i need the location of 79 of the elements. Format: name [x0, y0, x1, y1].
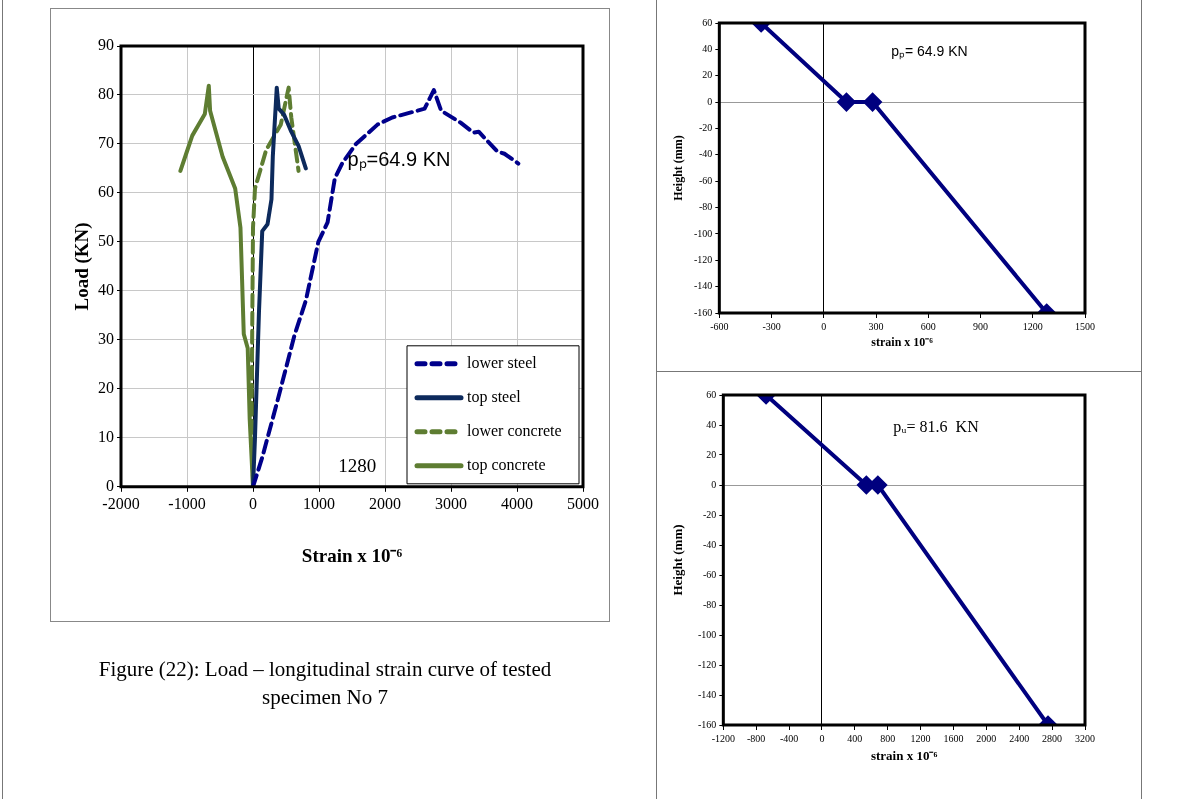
y-tick-label: -140	[697, 688, 717, 700]
x-axis-title: strain x 10⁻⁶	[871, 335, 934, 350]
x-tick-label: -1200	[711, 732, 735, 744]
point	[863, 93, 882, 112]
x-tick-label: 600	[920, 320, 936, 332]
y-tick-label: 10	[98, 428, 114, 446]
x-tick-label: 300	[868, 320, 884, 332]
annotation: pₚ= 64.9 KN	[891, 42, 968, 60]
y-tick-label: -40	[702, 538, 717, 550]
y-tick-label: 70	[98, 134, 114, 152]
x-tick-label: 4000	[501, 494, 533, 512]
y-tick-label: 90	[98, 36, 114, 54]
y-tick-label: -160	[693, 306, 713, 318]
y-tick-label: 0	[711, 478, 717, 490]
x-tick-label: -600	[710, 320, 729, 332]
x-axis-title: Strain x 10⁻⁶	[301, 544, 403, 566]
x-tick-label: 0	[821, 320, 827, 332]
y-tick-label: 60	[98, 183, 114, 201]
y-tick-label: 40	[98, 281, 114, 299]
x-tick-label: 3000	[435, 494, 467, 512]
y-tick-label: 20	[706, 448, 717, 460]
y-tick-label: -80	[702, 598, 717, 610]
x-tick-label: 2400	[1009, 732, 1030, 744]
y-tick-label: 20	[98, 379, 114, 397]
legend-label: top steel	[467, 388, 522, 406]
x-tick-label: 2000	[976, 732, 997, 744]
x-tick-label: 900	[973, 320, 989, 332]
y-tick-label: 60	[702, 16, 713, 28]
y-tick-label: -100	[697, 628, 717, 640]
point	[837, 93, 856, 112]
y-axis-title: Height (mm)	[670, 524, 686, 596]
x-tick-label: 0	[819, 732, 825, 744]
x-tick-label: 1600	[943, 732, 964, 744]
y-tick-label: -60	[702, 568, 717, 580]
x-tick-label: 1200	[1022, 320, 1043, 332]
x-tick-label: -1000	[168, 494, 206, 512]
y-tick-label: 50	[98, 232, 114, 250]
y-tick-label: -120	[697, 658, 717, 670]
x-tick-label: -300	[762, 320, 781, 332]
y-tick-label: -80	[698, 201, 713, 213]
x-tick-label: 800	[880, 732, 896, 744]
legend-label: lower steel	[467, 354, 538, 371]
y-tick-label: 0	[707, 95, 713, 107]
x-tick-label: 400	[847, 732, 863, 744]
y-tick-label: -160	[697, 718, 717, 730]
x-tick-label: 1500	[1075, 320, 1095, 332]
y-tick-label: -120	[693, 253, 713, 265]
y-tick-label: 20	[702, 69, 713, 81]
y-tick-label: -40	[698, 148, 713, 160]
x-tick-label: -2000	[102, 494, 140, 512]
y-axis-title: Load (KN)	[70, 222, 93, 311]
legend-label: lower concrete	[467, 422, 562, 439]
x-tick-label: 1000	[303, 494, 335, 512]
y-tick-label: -140	[693, 280, 713, 292]
annotation: pₚ=64.9 KN	[347, 148, 451, 172]
annotation: pᵤ= 81.6 KN	[893, 418, 980, 437]
y-tick-label: 60	[706, 388, 717, 400]
annotation: 1280	[338, 454, 377, 476]
y-tick-label: -100	[693, 227, 713, 239]
x-axis-title: strain x 10⁻⁶	[870, 748, 938, 764]
y-tick-label: 30	[98, 330, 114, 348]
x-tick-label: 3200	[1075, 732, 1095, 744]
y-tick-label: 40	[706, 418, 717, 430]
y-tick-label: 40	[702, 42, 713, 54]
y-tick-label: 80	[98, 85, 114, 103]
x-tick-label: -800	[747, 732, 766, 744]
y-tick-label: 0	[106, 477, 114, 494]
x-tick-label: 2000	[369, 494, 401, 512]
y-tick-label: -20	[698, 122, 713, 134]
text: Figure (22): Load – longitudinal strain curve of tested specimen No 7	[97, 656, 553, 711]
legend-label: top concrete	[467, 456, 546, 474]
y-tick-label: -20	[702, 508, 717, 520]
x-tick-label: 2800	[1042, 732, 1063, 744]
x-tick-label: 1200	[910, 732, 931, 744]
y-tick-label: -60	[698, 174, 713, 186]
y-axis-title: Height (mm)	[671, 135, 686, 201]
x-tick-label: -400	[779, 732, 799, 744]
x-tick-label: 0	[249, 494, 257, 512]
x-tick-label: 5000	[567, 494, 599, 512]
